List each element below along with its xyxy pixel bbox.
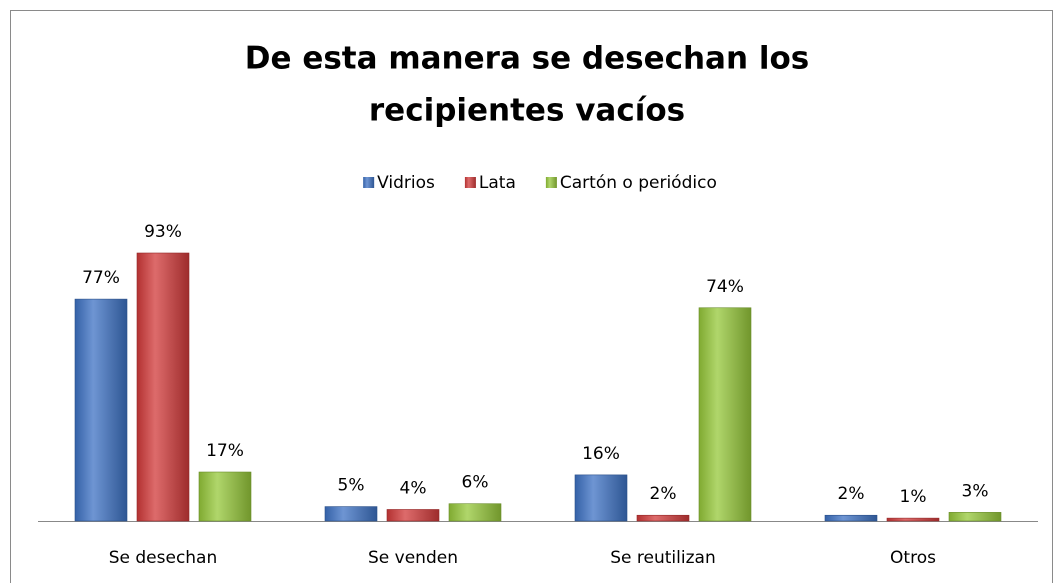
data-label: 1% — [900, 487, 927, 507]
data-label: 2% — [650, 484, 677, 504]
data-label: 16% — [582, 444, 620, 464]
data-label: 2% — [838, 484, 865, 504]
chart-title: recipientes vacíos — [369, 93, 685, 129]
x-tick-label: Se venden — [368, 548, 458, 568]
x-tick-label: Se reutilizan — [610, 548, 715, 568]
legend-swatch — [363, 177, 375, 188]
data-label: 4% — [400, 478, 427, 498]
data-label: 3% — [962, 481, 989, 501]
bar — [886, 517, 940, 522]
legend-label: Vidrios — [377, 173, 435, 193]
bar — [948, 512, 1002, 522]
legend-swatch — [545, 177, 557, 188]
data-label: 5% — [338, 476, 365, 496]
bar — [574, 474, 628, 522]
chart-title: De esta manera se desechan los — [245, 41, 809, 77]
bar — [386, 509, 440, 522]
bar — [636, 514, 690, 522]
x-tick-label: Otros — [890, 548, 936, 568]
legend-swatch — [464, 177, 476, 188]
data-label: 74% — [706, 277, 744, 297]
data-label: 6% — [462, 473, 489, 493]
bar — [74, 298, 128, 522]
data-label: 17% — [206, 441, 244, 461]
legend-label: Lata — [479, 173, 516, 193]
x-tick-label: Se desechan — [109, 548, 218, 568]
bar — [698, 307, 752, 522]
legend-label: Cartón o periódico — [560, 173, 717, 193]
bar — [324, 506, 378, 522]
data-label: 93% — [144, 222, 182, 242]
bar — [136, 252, 190, 522]
bar — [824, 514, 878, 522]
data-label: 77% — [82, 268, 120, 288]
bar — [448, 503, 502, 522]
bar — [198, 471, 252, 522]
